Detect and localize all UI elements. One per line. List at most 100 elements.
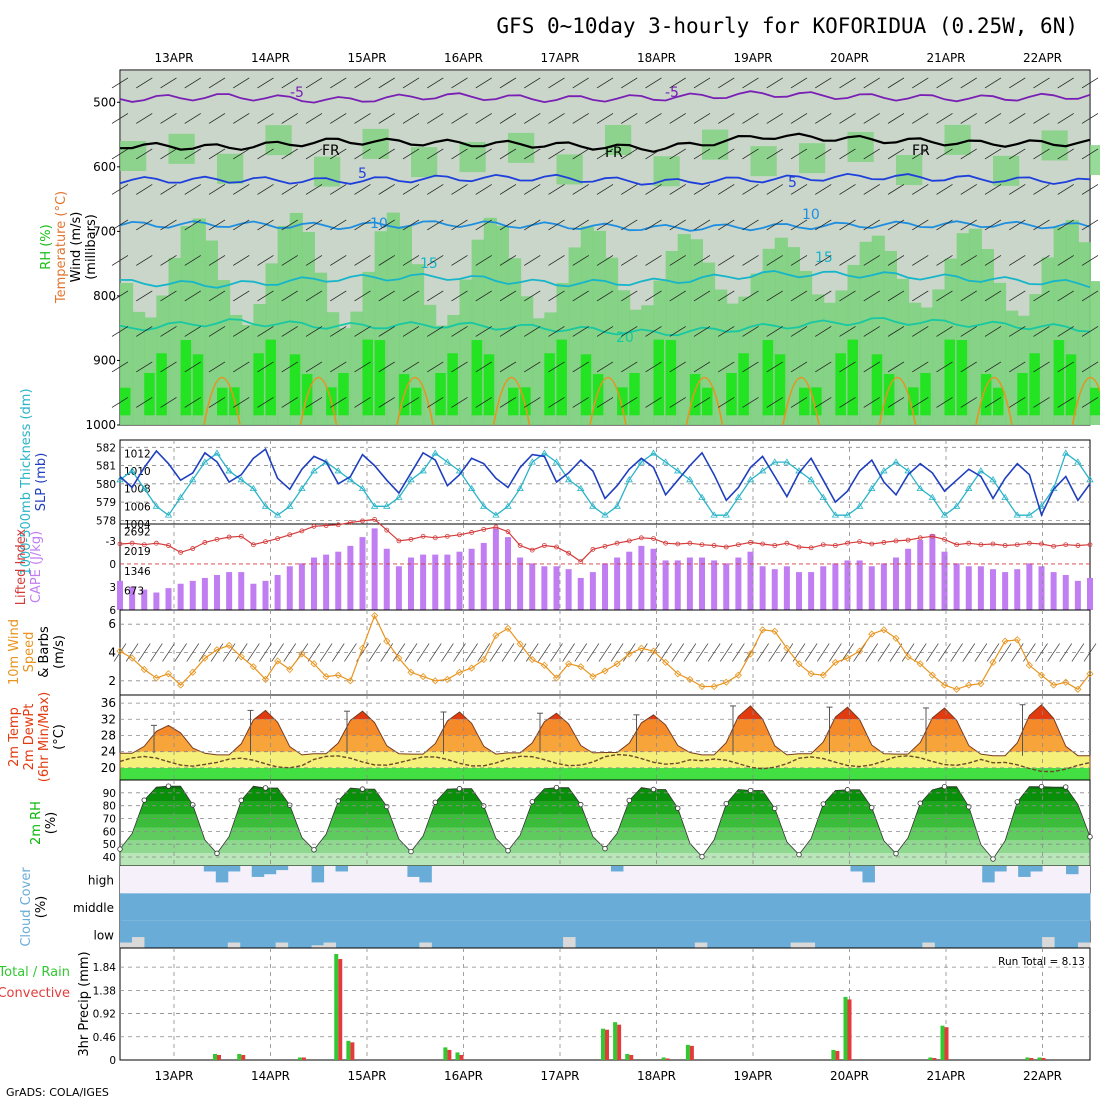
- wind-barb: [257, 326, 274, 337]
- li-point: [760, 541, 766, 547]
- wind-barb: [887, 361, 905, 373]
- low-cloud-bar: [1078, 942, 1091, 948]
- slp-point: [928, 493, 937, 500]
- precip-total-bar: [831, 1049, 836, 1060]
- wind-barb: [378, 397, 395, 408]
- cape-bar: [917, 540, 924, 610]
- rh-point: [1014, 799, 1020, 805]
- wind-barb: [1009, 361, 1026, 373]
- wind-barb: [354, 290, 371, 302]
- surface-barb: [622, 643, 636, 662]
- li-point: [129, 540, 135, 546]
- cape-bar: [226, 572, 233, 610]
- wind-barb: [378, 148, 395, 160]
- mid-cloud-bar: [143, 893, 157, 921]
- rh-point: [675, 805, 681, 811]
- wind-barb: [936, 113, 953, 124]
- mid-cloud-bar: [646, 893, 660, 921]
- wind-barb: [184, 219, 201, 231]
- li-point: [263, 539, 268, 545]
- wind-barb: [475, 77, 492, 89]
- rh-point: [117, 846, 123, 852]
- date-label-top: 16APR: [444, 51, 483, 65]
- precip-conv-bar: [944, 1027, 949, 1060]
- li-point: [529, 547, 535, 553]
- rh-point: [529, 799, 535, 805]
- mid-cloud-bar: [395, 893, 408, 921]
- low-cloud-bar: [563, 937, 576, 948]
- cape-bar: [1014, 569, 1021, 610]
- wind-tick: 6: [108, 617, 116, 631]
- rh-band: [120, 801, 1090, 815]
- rh-saturated-column: [544, 353, 555, 416]
- wind-barb: [330, 255, 347, 266]
- contour-label: FR: [912, 143, 930, 159]
- wind-barb: [693, 326, 711, 337]
- surface-barb: [695, 643, 709, 662]
- rh-saturated-column: [774, 354, 786, 416]
- wind-barb: [354, 148, 371, 160]
- date-label-bottom: 14APR: [251, 1069, 290, 1083]
- temp-band: [120, 735, 1090, 752]
- rh-point: [505, 847, 511, 854]
- slp-point: [201, 458, 209, 465]
- wind-barb: [548, 326, 565, 337]
- wind-barb: [451, 361, 468, 373]
- li-point: [748, 540, 753, 545]
- wind-barb: [621, 219, 638, 231]
- wind-barb: [451, 184, 468, 195]
- wind-barb: [330, 148, 347, 160]
- li-point: [335, 522, 341, 528]
- wind-barb: [839, 255, 856, 266]
- cloud-level-label: high: [88, 874, 114, 888]
- wind-barb: [815, 77, 832, 89]
- rh-point: [699, 854, 705, 860]
- slp-point: [152, 502, 161, 509]
- slp-point: [601, 511, 609, 518]
- rh-point: [893, 850, 899, 857]
- rh-moist-column: [932, 289, 946, 425]
- mid-cloud-bar: [838, 893, 851, 921]
- rh-saturated-column: [471, 340, 483, 416]
- slp-point: [346, 476, 355, 483]
- mid-cloud-bar: [994, 893, 1007, 921]
- rh-mid-layer: [605, 124, 632, 155]
- contour-20: [119, 317, 1091, 337]
- cape-bar: [274, 575, 281, 610]
- warm-contour: [685, 376, 724, 426]
- wind-barb: [960, 148, 977, 160]
- cape-bar: [1050, 572, 1057, 610]
- wind-barb: [815, 219, 832, 231]
- wind-barb: [524, 77, 541, 89]
- surface-barb: [586, 643, 600, 662]
- wind-barb: [984, 290, 1002, 302]
- wind-barb: [402, 77, 420, 89]
- wind-barb: [912, 361, 929, 373]
- wind-barb: [136, 255, 153, 266]
- cape-bar: [335, 551, 342, 610]
- slp-point: [589, 502, 597, 509]
- temp-band: [120, 767, 1090, 780]
- rh-moist-column: [241, 325, 255, 425]
- wind-barb: [669, 148, 686, 160]
- surface-barb: [647, 643, 660, 662]
- cape-bar: [505, 537, 511, 610]
- li-point: [420, 533, 426, 539]
- date-label-bottom: 15APR: [347, 1069, 386, 1083]
- mid-cloud-bar: [287, 893, 301, 921]
- rh-saturated-column: [726, 373, 737, 416]
- wind-speed-point: [759, 626, 767, 634]
- wind-barb: [1009, 113, 1026, 124]
- surface-barb: [707, 643, 721, 662]
- mid-cloud-bar: [587, 893, 600, 921]
- dewpoint-line: [119, 753, 1091, 773]
- axis-label: (millibars): [84, 214, 99, 280]
- slp-point: [528, 458, 536, 465]
- surface-barb: [1083, 643, 1097, 662]
- precip-conv-bar: [847, 999, 852, 1060]
- precip-conv-bar: [1041, 1057, 1046, 1060]
- precip-conv-bar: [447, 1049, 452, 1060]
- li-point: [457, 532, 462, 538]
- mid-cloud-bar: [491, 893, 504, 921]
- wind-barb: [1057, 77, 1074, 89]
